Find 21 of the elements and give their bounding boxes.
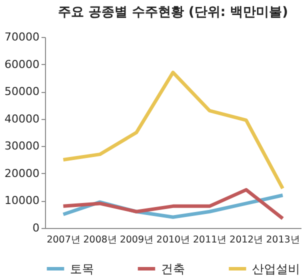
y-tick-label: 50000 (4, 85, 40, 98)
legend-label: 산업설비 (252, 262, 300, 276)
y-tick-label: 70000 (4, 30, 40, 44)
x-tick-label: 2013년 (266, 234, 300, 246)
line-series (62, 188, 284, 220)
y-tick-label: 40000 (4, 112, 40, 126)
y-tick-label: 30000 (4, 140, 40, 153)
x-tick-label: 2011년 (192, 234, 228, 246)
y-tick-label: 60000 (4, 58, 40, 71)
y-tick-label: 20000 (4, 166, 40, 180)
x-tick-label: 2012년 (230, 234, 264, 246)
legend-label: 건축 (161, 262, 185, 276)
line-series (62, 70, 284, 190)
x-tick-label: 2008년 (83, 234, 118, 246)
y-tick-label: 0 (32, 222, 40, 234)
x-tick-label: 2009년 (120, 234, 154, 246)
chart-title: 주요 공종별 수주현황 (단위: 백만미불) (58, 5, 288, 20)
x-tick-label: 2010년 (156, 234, 191, 246)
x-tick-label: 2007년 (46, 234, 81, 246)
y-tick-label: 10000 (4, 194, 40, 208)
legend-label: 토목 (70, 262, 94, 276)
